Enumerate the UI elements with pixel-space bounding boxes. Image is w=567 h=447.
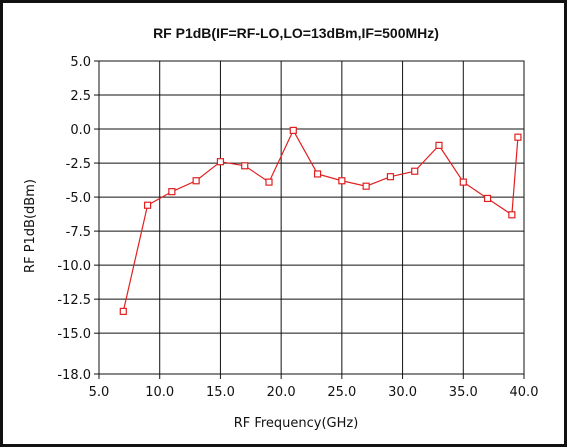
x-tick-label: 5.0 [89,385,110,400]
line-chart: RF P1dB(IF=RF-LO,LO=13dBm,IF=500MHz) RF … [23,25,538,431]
axis-ticks: 5.0 10.0 15.0 20.0 25.0 30.0 35.0 40.0 5.0 2.5 0.0… [57,55,538,400]
data-point-marker [265,178,273,186]
x-tick-label: 10.0 [145,385,174,400]
data-point-marker [241,162,249,170]
data-point-marker [289,126,297,135]
data-point-marker [216,158,225,166]
data-point-marker [338,177,346,185]
data-point-marker [459,178,467,186]
data-point-marker [362,182,370,190]
chart-title: RF P1dB(IF=RF-LO,LO=13dBm,IF=500MHz) [153,25,439,41]
y-tick-label: -2.5 [66,157,91,172]
x-tick-label: 35.0 [449,385,478,400]
data-point-marker [143,201,152,209]
plot-area [98,60,525,375]
x-axis-label: RF Frequency(GHz) [234,416,359,431]
x-tick-label: 30.0 [388,385,417,400]
y-tick-label: -7.5 [66,225,91,240]
data-point-marker [168,188,176,196]
y-tick-label: -5.0 [66,191,91,206]
data-point-marker [386,173,395,181]
x-tick-label: 15.0 [206,385,235,400]
series-line [122,129,519,312]
y-tick-label: 2.5 [70,89,91,104]
data-point-marker [514,133,522,141]
data-series [119,126,522,315]
data-point-marker [483,194,492,203]
grid-lines [98,60,525,375]
data-point-marker [435,141,443,149]
data-point-marker [313,170,322,178]
x-tick-label: 25.0 [327,385,356,400]
data-point-marker [508,211,516,219]
y-tick-label: -18.0 [57,368,91,383]
y-tick-label: -15.0 [57,327,91,342]
data-point-marker [192,177,200,185]
y-tick-label: -12.5 [57,293,91,308]
y-tick-label: 0.0 [70,123,91,138]
y-tick-label: -10.0 [57,259,91,274]
data-point-marker [119,307,127,315]
y-axis-label: RF P1dB(dBm) [23,179,38,273]
x-tick-label: 20.0 [267,385,296,400]
y-tick-label: 5.0 [70,55,91,70]
x-tick-label: 40.0 [510,385,539,400]
data-point-marker [411,167,419,175]
